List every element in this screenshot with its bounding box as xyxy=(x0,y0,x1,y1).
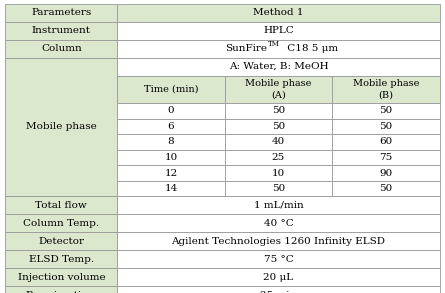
Text: Detector: Detector xyxy=(38,237,85,246)
Bar xyxy=(117,181,225,196)
Text: 50: 50 xyxy=(379,122,392,131)
Text: 90: 90 xyxy=(379,168,392,178)
Text: Agilent Technologies 1260 Infinity ELSD: Agilent Technologies 1260 Infinity ELSD xyxy=(171,237,385,246)
Bar xyxy=(117,232,440,250)
Text: Running time: Running time xyxy=(26,291,97,293)
Bar xyxy=(117,214,440,232)
Bar xyxy=(5,268,117,287)
Bar xyxy=(5,250,117,268)
Text: 25 min: 25 min xyxy=(260,291,297,293)
Text: 25: 25 xyxy=(272,153,285,162)
Text: Instrument: Instrument xyxy=(32,26,91,35)
Text: Column: Column xyxy=(41,44,82,53)
Bar xyxy=(117,119,225,134)
Bar xyxy=(225,181,332,196)
Bar xyxy=(5,214,117,232)
Text: HPLC: HPLC xyxy=(263,26,294,35)
Text: Mobile phase: Mobile phase xyxy=(26,122,97,132)
Bar xyxy=(332,76,440,103)
Bar xyxy=(5,22,117,40)
Text: 60: 60 xyxy=(379,137,392,146)
Bar xyxy=(5,287,117,293)
Text: C18 5 μm: C18 5 μm xyxy=(284,44,338,53)
Bar xyxy=(5,40,117,57)
Bar xyxy=(117,4,440,22)
Bar xyxy=(117,134,225,150)
Text: SunFire: SunFire xyxy=(226,44,267,53)
Text: 50: 50 xyxy=(379,106,392,115)
Bar xyxy=(5,4,117,22)
Text: Time (min): Time (min) xyxy=(144,85,198,94)
Bar xyxy=(117,196,440,214)
Bar xyxy=(117,287,440,293)
Text: A: Water, B: MeOH: A: Water, B: MeOH xyxy=(229,62,328,71)
Text: 1 mL/min: 1 mL/min xyxy=(254,201,303,210)
Text: Method 1: Method 1 xyxy=(253,8,304,17)
Bar xyxy=(117,22,440,40)
Text: Column Temp.: Column Temp. xyxy=(23,219,99,228)
Bar xyxy=(117,268,440,287)
Bar xyxy=(117,57,440,76)
Text: 10: 10 xyxy=(164,153,178,162)
Bar xyxy=(332,150,440,165)
Bar xyxy=(117,103,225,119)
Text: 50: 50 xyxy=(379,184,392,193)
Text: Parameters: Parameters xyxy=(31,8,92,17)
Text: Total flow: Total flow xyxy=(36,201,87,210)
Bar xyxy=(5,232,117,250)
Bar xyxy=(225,119,332,134)
Bar xyxy=(117,250,440,268)
Bar xyxy=(225,165,332,181)
Bar xyxy=(117,76,225,103)
Text: 20 μL: 20 μL xyxy=(263,273,294,282)
Bar xyxy=(225,150,332,165)
Bar xyxy=(332,181,440,196)
Text: 75 °C: 75 °C xyxy=(263,255,293,264)
Text: 12: 12 xyxy=(164,168,178,178)
Text: 50: 50 xyxy=(272,106,285,115)
Text: 50: 50 xyxy=(272,122,285,131)
Text: ELSD Temp.: ELSD Temp. xyxy=(29,255,94,264)
Text: 40 °C: 40 °C xyxy=(263,219,293,228)
Bar xyxy=(117,165,225,181)
Text: TM: TM xyxy=(268,40,280,47)
Text: Injection volume: Injection volume xyxy=(17,273,105,282)
Bar xyxy=(5,57,117,196)
Bar xyxy=(225,76,332,103)
Bar xyxy=(117,40,440,57)
Text: 50: 50 xyxy=(272,184,285,193)
Text: Mobile phase
(B): Mobile phase (B) xyxy=(352,79,419,99)
Bar xyxy=(225,134,332,150)
Bar xyxy=(332,103,440,119)
Text: 75: 75 xyxy=(379,153,392,162)
Bar xyxy=(117,150,225,165)
Text: 14: 14 xyxy=(164,184,178,193)
Bar xyxy=(332,134,440,150)
Bar xyxy=(225,103,332,119)
Text: 6: 6 xyxy=(168,122,174,131)
Text: 40: 40 xyxy=(272,137,285,146)
Bar xyxy=(5,196,117,214)
Bar xyxy=(332,119,440,134)
Text: 10: 10 xyxy=(272,168,285,178)
Bar xyxy=(332,165,440,181)
Text: 0: 0 xyxy=(168,106,174,115)
Text: Mobile phase
(A): Mobile phase (A) xyxy=(245,79,312,99)
Text: 8: 8 xyxy=(168,137,174,146)
